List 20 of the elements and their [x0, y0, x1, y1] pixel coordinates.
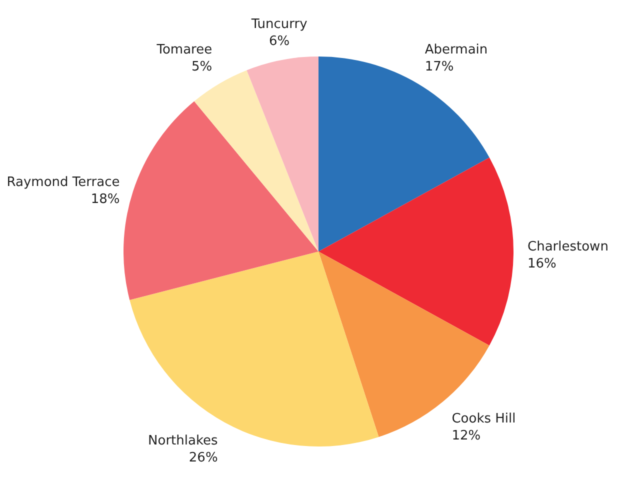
data-label: 16%: [528, 256, 556, 272]
pie-slice: [194, 70, 318, 252]
pie-slice: [124, 101, 318, 300]
pie-slice: [246, 56, 318, 252]
data-label: 17%: [424, 60, 454, 75]
pie-slice: [318, 56, 490, 252]
slice-label: Northlakes: [148, 434, 218, 449]
slice-label: Cooks Hill: [452, 412, 516, 427]
data-label: 18%: [90, 192, 120, 207]
data-label: 26%: [188, 450, 218, 466]
slice-label: Tuncurry: [250, 17, 308, 32]
slice-label: Abermain: [424, 42, 488, 58]
data-label: 5%: [191, 60, 212, 75]
data-label: 6%: [269, 34, 290, 50]
pie-slice: [130, 252, 379, 446]
slice-label: Raymond Terrace: [6, 174, 120, 190]
data-label: 12%: [452, 428, 481, 444]
pie-slice: [318, 158, 514, 346]
slice-label: Tomaree: [156, 42, 212, 58]
slice-label: Charlestown: [528, 240, 608, 254]
